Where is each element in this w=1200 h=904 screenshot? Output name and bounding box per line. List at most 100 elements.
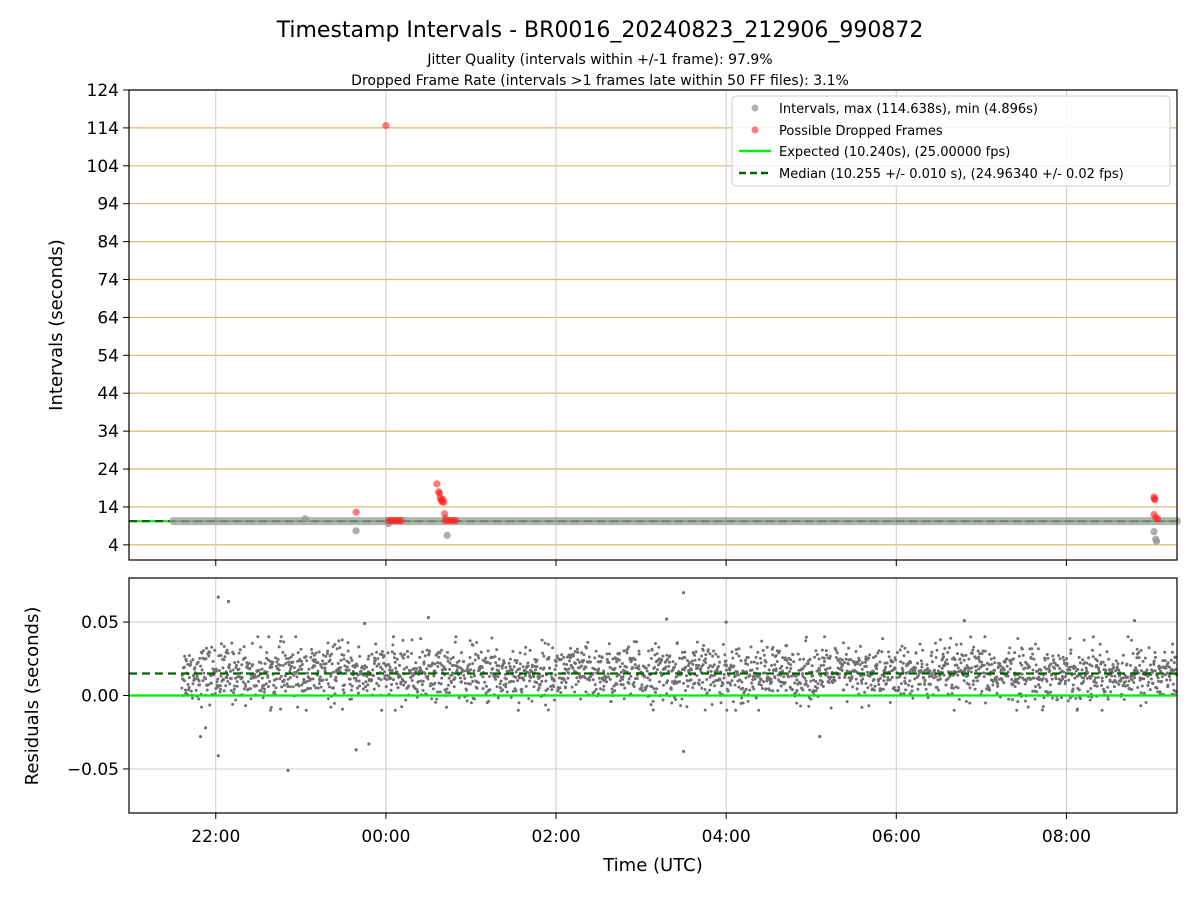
residual-point bbox=[448, 677, 451, 680]
residual-point bbox=[768, 668, 771, 671]
intervals-y-tick-label: 34 bbox=[97, 422, 119, 442]
residual-point bbox=[204, 677, 207, 680]
residual-point bbox=[826, 667, 829, 670]
x-tick-label: 00:00 bbox=[361, 827, 410, 847]
residual-point bbox=[957, 666, 960, 669]
residual-point bbox=[215, 667, 218, 670]
residual-point bbox=[809, 698, 812, 701]
residual-point bbox=[889, 678, 892, 681]
residual-point bbox=[314, 658, 317, 661]
residual-point bbox=[321, 659, 324, 662]
residual-point bbox=[599, 681, 602, 684]
residual-point bbox=[436, 691, 439, 694]
residual-point bbox=[335, 679, 338, 682]
residual-point bbox=[342, 654, 345, 657]
residual-point bbox=[846, 700, 849, 703]
residual-point bbox=[988, 653, 991, 656]
residual-point bbox=[1150, 677, 1153, 680]
residual-point bbox=[736, 670, 739, 673]
residual-point bbox=[459, 677, 462, 680]
residual-point bbox=[894, 658, 897, 661]
residual-point bbox=[925, 688, 928, 691]
residual-point bbox=[1136, 648, 1139, 651]
residual-point bbox=[524, 646, 527, 649]
residual-point bbox=[891, 660, 894, 663]
residual-point bbox=[638, 653, 641, 656]
residual-point bbox=[228, 682, 231, 685]
residual-point bbox=[560, 653, 563, 656]
residual-point bbox=[760, 640, 763, 643]
residual-point bbox=[251, 663, 254, 666]
intervals-y-tick-label: 104 bbox=[87, 157, 119, 177]
residual-point bbox=[847, 647, 850, 650]
residual-point bbox=[684, 689, 687, 692]
residual-point bbox=[1102, 661, 1105, 664]
residual-point bbox=[1035, 663, 1038, 666]
residual-point bbox=[930, 654, 933, 657]
residual-point bbox=[402, 657, 405, 660]
residual-point bbox=[727, 690, 730, 693]
residual-point bbox=[529, 676, 532, 679]
residual-point bbox=[326, 652, 329, 655]
residual-point bbox=[450, 681, 453, 684]
residual-point bbox=[1145, 701, 1148, 704]
residual-point bbox=[1117, 683, 1120, 686]
residual-point bbox=[469, 639, 472, 642]
residual-point bbox=[319, 675, 322, 678]
residual-point bbox=[960, 643, 963, 646]
residual-point bbox=[780, 685, 783, 688]
residual-point bbox=[434, 662, 437, 665]
residual-point bbox=[965, 700, 968, 703]
residual-point bbox=[738, 647, 741, 650]
residual-point bbox=[744, 676, 747, 679]
residual-point bbox=[1076, 707, 1079, 710]
residual-point bbox=[1013, 651, 1016, 654]
residual-point bbox=[469, 683, 472, 686]
residual-point bbox=[504, 666, 507, 669]
residual-point bbox=[832, 676, 835, 679]
residual-point bbox=[393, 652, 396, 655]
residual-point bbox=[646, 676, 649, 679]
residual-point bbox=[825, 649, 828, 652]
residual-point bbox=[776, 689, 779, 692]
residual-point bbox=[889, 665, 892, 668]
residuals-y-tick-label: −0.05 bbox=[67, 760, 119, 780]
residual-point bbox=[1140, 691, 1143, 694]
residual-point bbox=[785, 689, 788, 692]
residual-point bbox=[863, 691, 866, 694]
residual-point bbox=[349, 678, 352, 681]
residual-point bbox=[938, 665, 941, 668]
residual-point bbox=[443, 655, 446, 658]
residual-point bbox=[968, 683, 971, 686]
residual-point bbox=[236, 685, 239, 688]
residual-point bbox=[655, 687, 658, 690]
residual-point bbox=[485, 685, 488, 688]
residual-point bbox=[611, 687, 614, 690]
residual-point bbox=[638, 650, 641, 653]
residual-point bbox=[552, 685, 555, 688]
residual-point bbox=[902, 662, 905, 665]
residual-point bbox=[900, 682, 903, 685]
residual-point bbox=[707, 648, 710, 651]
residual-point bbox=[861, 661, 864, 664]
residual-point bbox=[1051, 678, 1054, 681]
residual-point bbox=[946, 662, 949, 665]
residual-point bbox=[210, 682, 213, 685]
residual-point bbox=[921, 649, 924, 652]
residual-point bbox=[234, 698, 237, 701]
residual-point bbox=[367, 655, 370, 658]
residual-point bbox=[579, 697, 582, 700]
residual-point bbox=[882, 688, 885, 691]
residual-point bbox=[996, 682, 999, 685]
chart-title: Timestamp Intervals - BR0016_20240823_21… bbox=[276, 18, 924, 43]
residual-point bbox=[622, 683, 625, 686]
residual-point bbox=[1019, 676, 1022, 679]
residual-point bbox=[1099, 654, 1102, 657]
residual-point bbox=[866, 686, 869, 689]
residual-point bbox=[332, 671, 335, 674]
residual-point bbox=[713, 684, 716, 687]
residual-point bbox=[907, 684, 910, 687]
residual-point bbox=[298, 668, 301, 671]
residual-point bbox=[731, 657, 734, 660]
residual-point bbox=[1082, 680, 1085, 683]
